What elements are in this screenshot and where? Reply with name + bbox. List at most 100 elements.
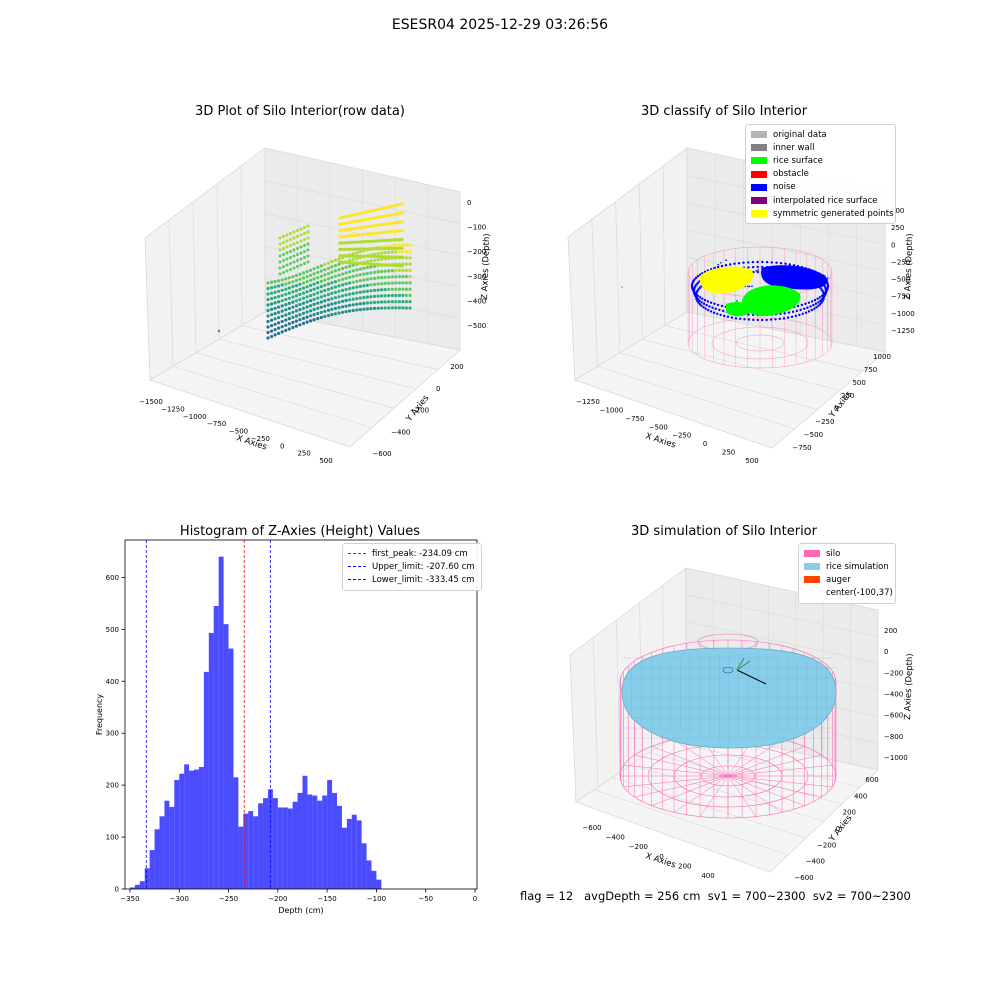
raw-data-point xyxy=(384,205,389,210)
classify-noise-point xyxy=(734,317,738,320)
raw-data-point xyxy=(341,277,345,281)
classify-noise-point xyxy=(751,260,755,264)
raw-data-point xyxy=(277,331,281,335)
raw-data-point xyxy=(380,300,384,304)
classify-rice-surface xyxy=(726,302,752,317)
raw-data-point xyxy=(273,317,277,321)
raw-data-point xyxy=(273,296,277,300)
simulation-y-tick-label: 0 xyxy=(836,825,840,833)
classify-noise-point xyxy=(730,316,734,319)
classify-noise-point xyxy=(697,288,700,291)
classify-z-tick-label: −1250 xyxy=(891,327,915,335)
raw-data-point xyxy=(341,310,345,314)
raw-data-point xyxy=(346,260,350,265)
raw-data-point xyxy=(316,291,320,295)
raw-data-point xyxy=(323,283,327,287)
raw-data-point xyxy=(351,213,355,217)
raw-data-point xyxy=(348,270,352,274)
histogram-bar xyxy=(302,775,308,889)
raw-data-point xyxy=(408,275,412,279)
raw-data-point xyxy=(364,217,368,222)
simulation-y-tick-label: −400 xyxy=(806,858,825,866)
simulation-x-tick-label: −400 xyxy=(606,834,625,842)
raw-data-point xyxy=(312,277,316,281)
raw-data-point xyxy=(348,281,352,285)
raw-data-point xyxy=(351,308,355,313)
raw-data-point xyxy=(333,312,337,316)
raw-data-point xyxy=(270,313,274,317)
raw-data-point xyxy=(301,291,306,295)
raw-data-point xyxy=(299,257,303,261)
raw-data-point xyxy=(397,220,401,224)
raw-data-point xyxy=(364,262,368,266)
raw-data-point xyxy=(408,262,412,266)
classify-z-tick-label: −250 xyxy=(891,258,910,266)
raw-data-point xyxy=(355,297,359,301)
classify-legend-label: rice surface xyxy=(773,155,823,166)
raw-data-point xyxy=(270,329,274,333)
raw-data-point xyxy=(294,324,298,328)
classify-noise-point xyxy=(826,283,829,286)
raw-data-point xyxy=(277,305,281,309)
raw-data-point xyxy=(392,229,396,233)
classify-noise-point xyxy=(820,301,823,304)
classify-noise-point xyxy=(736,300,738,302)
classify-noise-point xyxy=(725,259,727,262)
raw-data-point xyxy=(366,262,370,266)
raw-data-point xyxy=(316,276,320,280)
raw-data-point xyxy=(380,251,384,255)
raw-x-tick-label: −250 xyxy=(251,435,270,443)
classify-legend-entry: rice surface xyxy=(751,154,890,167)
raw-data-point xyxy=(359,218,363,223)
raw-data-point xyxy=(401,300,405,304)
raw-data-point xyxy=(369,259,373,263)
classify-x-tick-label: −750 xyxy=(625,415,644,423)
raw-data-point xyxy=(341,228,345,232)
classify-noise-point xyxy=(718,308,721,312)
classify-noise-point xyxy=(761,265,764,269)
classify-legend-swatch xyxy=(751,210,767,218)
raw-data-point xyxy=(384,263,389,267)
histogram-x-axis-label: Depth (cm) xyxy=(278,906,323,915)
raw-data-point xyxy=(330,297,334,301)
histogram-legend-line-swatch xyxy=(348,566,366,568)
classify-noise-point xyxy=(806,306,809,309)
classify-noise-point xyxy=(790,315,794,318)
raw-data-point xyxy=(364,247,368,251)
classify-x-tick-label: −1250 xyxy=(576,398,600,406)
classify-noise-point xyxy=(720,262,722,264)
simulation-y-axis-label: Y Axies xyxy=(827,813,855,845)
raw-data-point xyxy=(291,325,295,330)
simulation-legend-label: center(-100,37) xyxy=(826,588,893,599)
histogram-bar xyxy=(267,789,273,889)
raw-data-point xyxy=(280,309,284,313)
raw-z-tick-label: −100 xyxy=(467,224,486,232)
raw-z-axis-label: Z Axies (Depth) xyxy=(480,233,492,300)
raw-data-point xyxy=(355,251,359,255)
raw-data-point xyxy=(408,293,412,298)
raw-data-point xyxy=(292,236,296,240)
raw-data-point xyxy=(309,273,313,277)
raw-x-tick-label: −1250 xyxy=(161,405,185,413)
raw-data-point xyxy=(361,218,365,222)
raw-data-point xyxy=(353,261,358,265)
raw-data-point xyxy=(306,224,310,228)
raw-data-point xyxy=(397,268,401,272)
raw-3d-plot: −1500−1250−1000−750−500−25002505002000−2… xyxy=(139,147,492,465)
classify-noise-point xyxy=(693,278,696,281)
raw-data-point xyxy=(298,318,302,322)
classify-noise-point xyxy=(824,288,827,291)
raw-data-point xyxy=(312,267,316,271)
raw-data-point xyxy=(366,210,370,214)
raw-data-point xyxy=(323,314,327,319)
raw-data-point xyxy=(379,263,383,267)
raw-data-point xyxy=(291,320,295,324)
histogram-y-tick-label: 100 xyxy=(106,834,119,842)
raw-data-point xyxy=(323,294,327,298)
classify-noise-point xyxy=(757,269,759,271)
simulation-legend-label: auger xyxy=(826,574,851,585)
raw-data-point xyxy=(379,255,383,259)
raw-data-point xyxy=(346,221,350,225)
histogram-bar xyxy=(312,795,318,889)
raw-data-point xyxy=(280,283,284,287)
